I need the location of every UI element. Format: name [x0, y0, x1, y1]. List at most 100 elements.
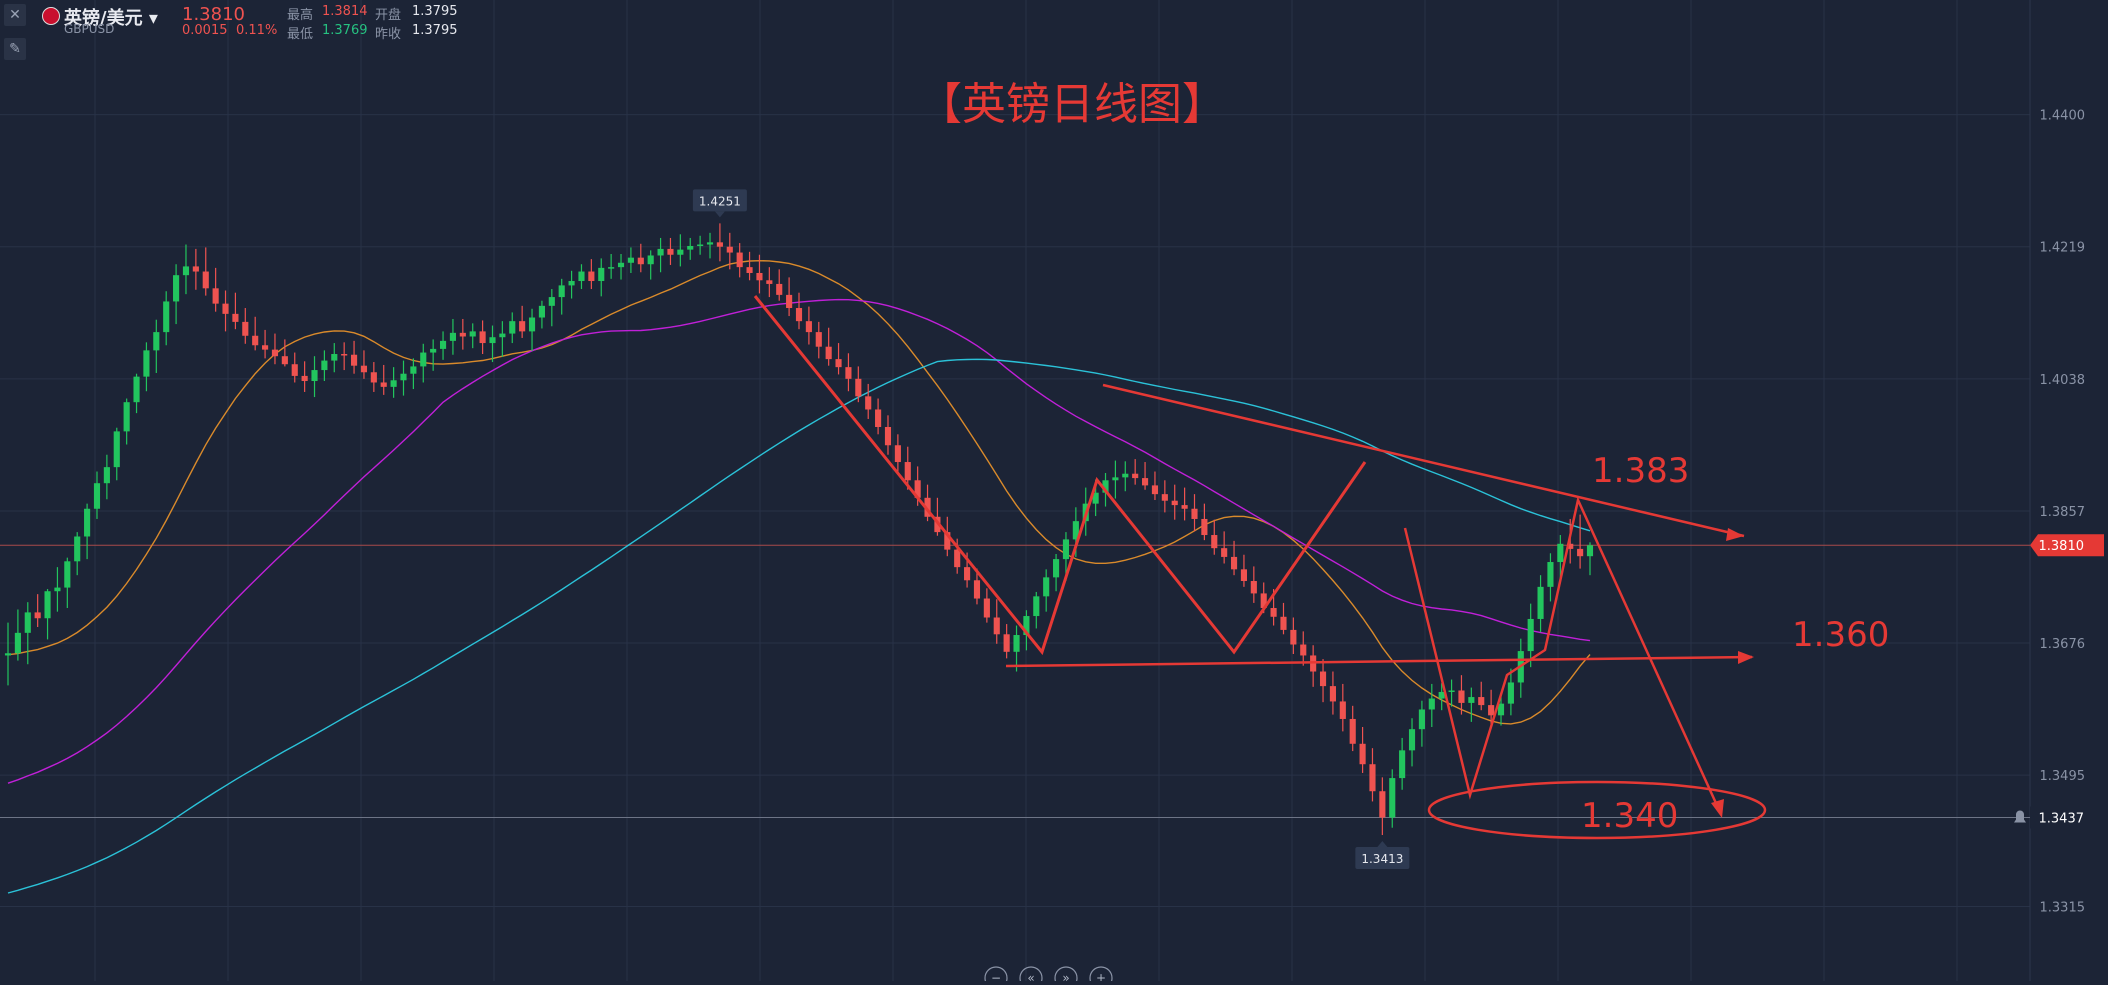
candle-up	[598, 267, 605, 282]
candle-up	[1013, 635, 1020, 652]
draw-tool-icon[interactable]: ✎	[4, 38, 26, 60]
candle-up	[93, 483, 101, 509]
y-tick-label: 1.3857	[2040, 505, 2086, 520]
candle-up	[469, 331, 476, 337]
ma-line-cyan	[7, 358, 1591, 894]
y-tick-label: 1.4219	[2040, 241, 2086, 256]
candle-down	[1260, 593, 1267, 609]
candle-down	[1161, 494, 1168, 501]
high-value: 1.3814	[322, 4, 368, 19]
candle-down	[291, 364, 298, 376]
control-circle	[1019, 966, 1043, 985]
candle-up	[123, 402, 130, 432]
double-bottom-path	[1403, 496, 1722, 813]
candle-up	[44, 591, 51, 619]
candle-down	[1151, 485, 1159, 495]
candle-up	[1033, 596, 1040, 617]
uk-flag-icon	[42, 7, 60, 25]
bottom-control-button[interactable]: «	[1019, 966, 1043, 985]
candle-down	[341, 354, 348, 356]
bottom-control-button[interactable]: +	[1089, 966, 1113, 985]
candle-down	[795, 308, 803, 322]
candle-down	[232, 313, 239, 322]
y-tick-label: 1.3676	[2040, 637, 2086, 652]
candle-down	[786, 294, 793, 309]
candle-down	[1478, 697, 1485, 706]
candle-up	[390, 380, 397, 387]
annotation-label: 1.383	[1592, 451, 1689, 491]
marker-pointer	[714, 211, 725, 218]
candle-down	[825, 346, 832, 360]
low-value: 1.3769	[322, 23, 368, 38]
price-change-pct: 0.11%	[236, 23, 278, 38]
candle-up	[1102, 480, 1109, 493]
candle-up	[1537, 586, 1544, 619]
candle-up	[657, 248, 664, 256]
candle-down	[360, 365, 368, 373]
candle-up	[1438, 691, 1445, 699]
candle-down	[262, 345, 269, 350]
candle-up	[311, 370, 318, 382]
candle-up	[1418, 709, 1425, 730]
candle-up	[1023, 616, 1030, 636]
y-tick-label: 1.4400	[2040, 109, 2086, 124]
price-change: 0.0015	[182, 23, 228, 38]
control-glyph: −	[991, 971, 1001, 981]
candle-down	[1132, 473, 1139, 479]
candle-up	[1507, 682, 1514, 704]
candle-down	[212, 288, 219, 304]
candle-up	[54, 587, 61, 592]
prev-close-value: 1.3795	[412, 23, 458, 38]
candle-up	[627, 257, 634, 263]
candle-up	[1408, 729, 1416, 751]
annotation-label: 1.340	[1581, 796, 1678, 836]
candle-up	[84, 508, 91, 537]
high-marker-label: 1.4251	[699, 194, 741, 208]
candle-up	[1527, 618, 1534, 652]
control-circle	[1089, 966, 1113, 985]
bottom-control-button[interactable]: −	[984, 966, 1008, 985]
symbol-selector[interactable]: 英镑/美元 ▾	[64, 4, 158, 30]
support-arrowhead	[1738, 651, 1754, 664]
candle-down	[1181, 505, 1188, 509]
alert-price-tag	[2030, 806, 2104, 829]
candle-up	[1072, 521, 1079, 540]
candle-down	[1250, 581, 1257, 594]
candle-down	[904, 462, 911, 481]
candle-up	[133, 376, 140, 403]
candle-down	[459, 332, 466, 337]
candle-down	[380, 382, 387, 387]
candle-up	[24, 612, 31, 633]
bottom-control-button[interactable]: »	[1054, 966, 1078, 985]
candle-down	[1201, 518, 1208, 536]
candle-up	[103, 467, 110, 484]
close-icon[interactable]: ✕	[4, 4, 26, 26]
drawing-annotations	[753, 295, 1767, 840]
candle-up	[143, 350, 150, 377]
resistance-trendline	[1102, 383, 1745, 538]
symbol-name: 英镑/美元	[64, 8, 143, 29]
open-label: 开盘	[375, 8, 402, 23]
candle-down	[1329, 686, 1336, 702]
candle-up	[153, 332, 160, 351]
bell-icon	[2014, 810, 2026, 823]
control-circle	[1054, 966, 1078, 985]
candle-up	[410, 366, 417, 374]
candle-up	[568, 281, 575, 286]
candle-up	[1092, 492, 1099, 504]
candle-up	[430, 348, 437, 353]
candle-up	[509, 321, 516, 334]
candle-up	[558, 285, 565, 298]
candle-down	[34, 612, 41, 619]
candle-down	[845, 367, 852, 379]
candle-down	[1300, 644, 1307, 656]
candle-down	[271, 349, 279, 357]
open-value: 1.3795	[412, 4, 458, 19]
candle-down	[252, 335, 259, 346]
candle-up	[4, 653, 12, 656]
prev-close-label: 昨收	[375, 27, 402, 42]
candle-down	[202, 271, 209, 289]
annotation-label: 1.360	[1792, 615, 1889, 655]
